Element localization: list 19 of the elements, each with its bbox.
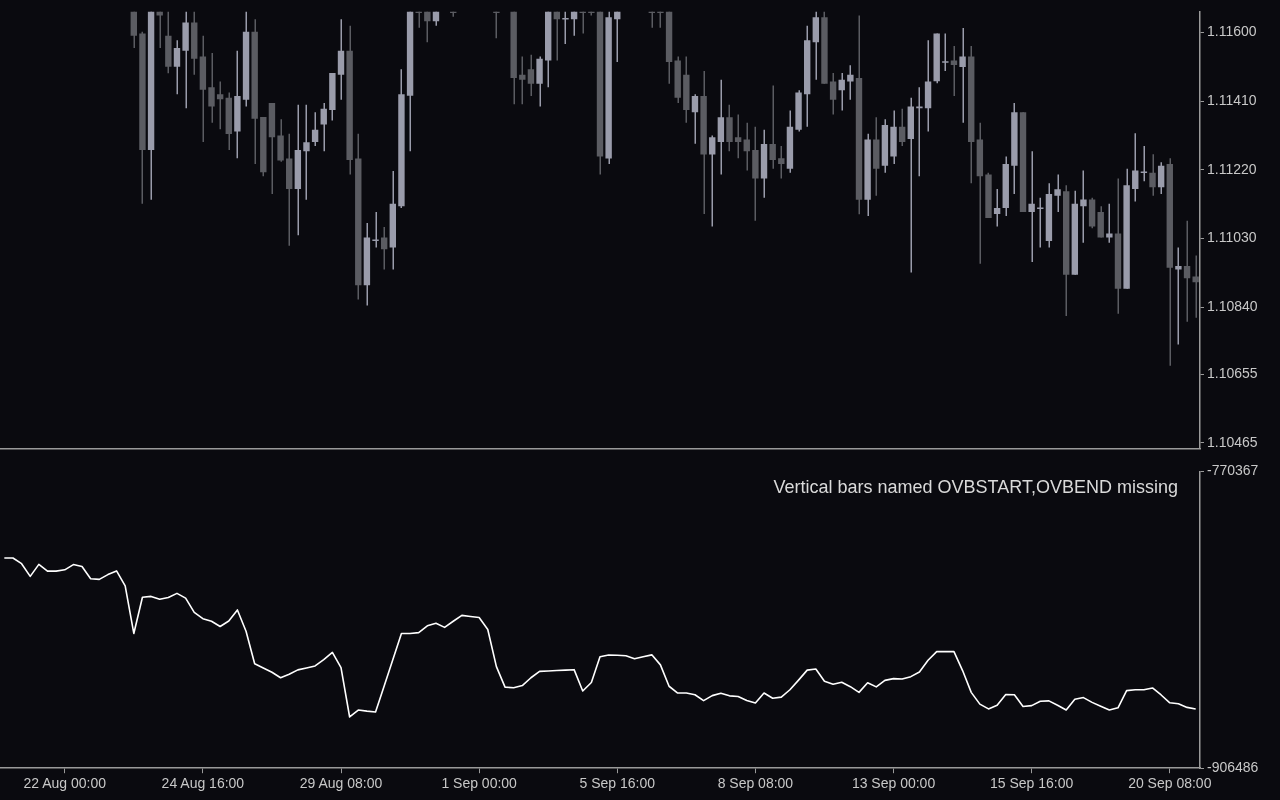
y-tick-label: 1.10655 [1207,364,1258,381]
x-tick-label: 15 Sep 16:00 [990,775,1074,792]
x-tick-label: 1 Sep 00:00 [441,775,518,792]
y-tick-label: -770367 [1207,462,1259,479]
y-tick-label: -906486 [1207,759,1259,776]
y-tick-label: 1.11600 [1207,23,1257,40]
annotation: Vertical bars named OVBSTART,OVBEND missing [773,477,1178,498]
x-tick-label: 5 Sep 16:00 [579,775,656,792]
x-tick-label: 29 Aug 08:00 [299,775,383,792]
y-tick-label: 1.11030 [1207,229,1257,246]
y-tick-label: 1.10465 [1207,433,1258,450]
x-tick-label: 22 Aug 00:00 [23,775,107,792]
x-tick-label: 20 Sep 08:00 [1128,775,1212,792]
y-tick-label: 1.11410 [1207,91,1257,108]
x-tick-label: 8 Sep 08:00 [717,775,794,792]
x-tick-label: 13 Sep 00:00 [851,775,936,792]
x-tick-label: 24 Aug 16:00 [161,775,245,792]
y-tick-label: 1.11220 [1207,160,1257,177]
y-tick-label: 1.10840 [1207,298,1258,315]
